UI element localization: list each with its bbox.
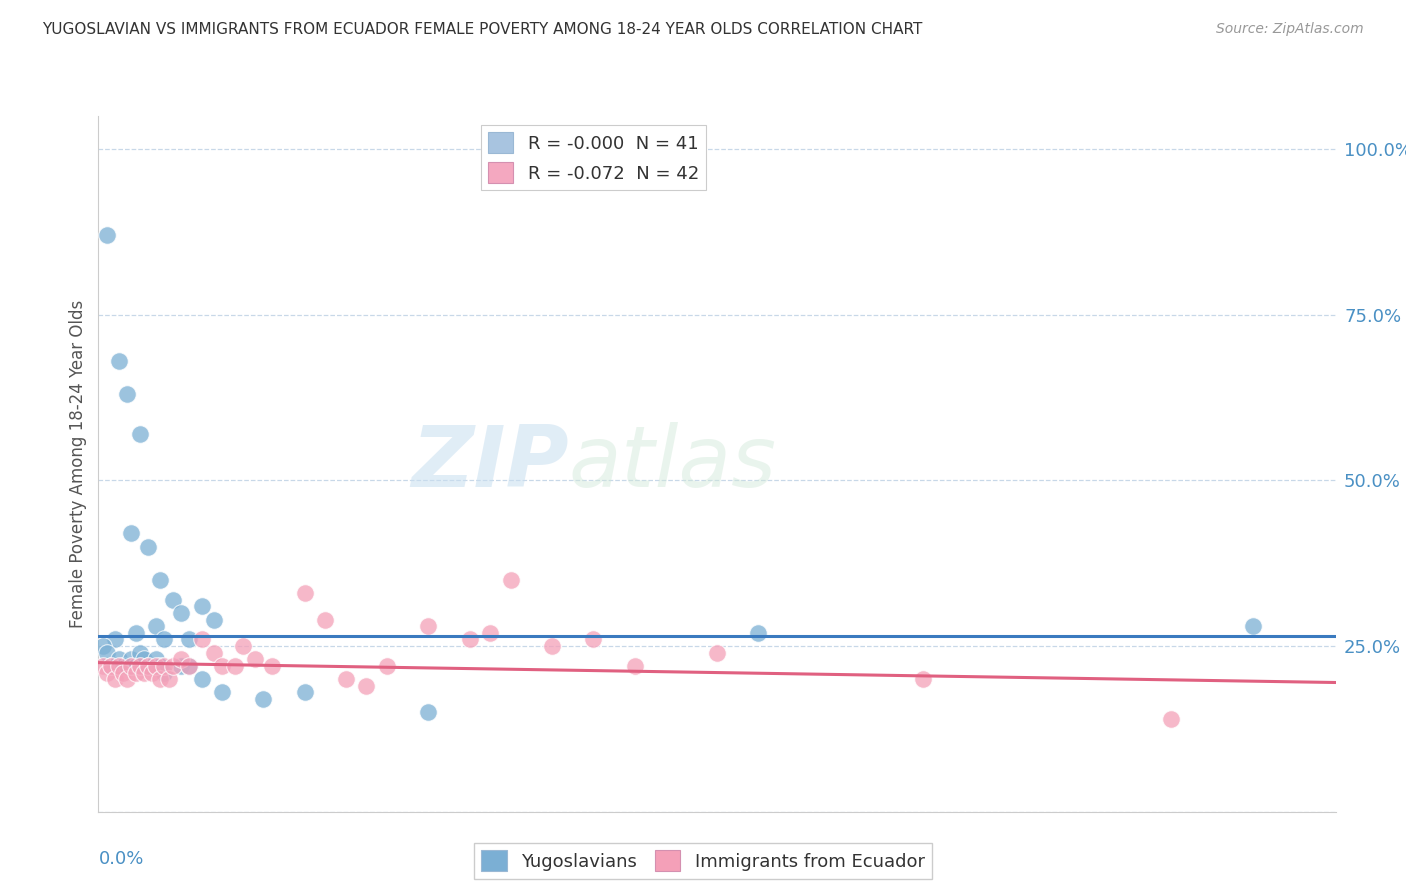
Point bbox=[202, 613, 225, 627]
Point bbox=[108, 354, 131, 368]
Point bbox=[202, 646, 225, 660]
Point bbox=[136, 540, 159, 554]
Legend: Yugoslavians, Immigrants from Ecuador: Yugoslavians, Immigrants from Ecuador bbox=[474, 843, 932, 879]
Point bbox=[458, 632, 481, 647]
Point bbox=[541, 639, 564, 653]
Point bbox=[132, 652, 155, 666]
Point bbox=[1160, 712, 1182, 726]
Point bbox=[112, 659, 135, 673]
Point bbox=[211, 685, 233, 699]
Point bbox=[179, 659, 201, 673]
Point bbox=[170, 652, 193, 666]
Point bbox=[582, 632, 605, 647]
Point bbox=[120, 659, 142, 673]
Point bbox=[141, 659, 163, 673]
Point bbox=[153, 632, 176, 647]
Point bbox=[153, 665, 176, 680]
Point bbox=[96, 228, 118, 243]
Point bbox=[145, 659, 167, 673]
Point bbox=[91, 659, 114, 673]
Point bbox=[91, 639, 114, 653]
Point bbox=[1241, 619, 1264, 633]
Point bbox=[149, 659, 172, 673]
Point bbox=[149, 573, 172, 587]
Point bbox=[117, 387, 139, 401]
Point bbox=[145, 652, 167, 666]
Point bbox=[224, 659, 246, 673]
Point bbox=[375, 659, 398, 673]
Point bbox=[418, 706, 440, 720]
Point bbox=[104, 632, 127, 647]
Point bbox=[124, 625, 146, 640]
Point bbox=[294, 685, 316, 699]
Point bbox=[623, 659, 645, 673]
Text: YUGOSLAVIAN VS IMMIGRANTS FROM ECUADOR FEMALE POVERTY AMONG 18-24 YEAR OLDS CORR: YUGOSLAVIAN VS IMMIGRANTS FROM ECUADOR F… bbox=[42, 22, 922, 37]
Point bbox=[252, 692, 274, 706]
Point bbox=[96, 646, 118, 660]
Legend: R = -0.000  N = 41, R = -0.072  N = 42: R = -0.000 N = 41, R = -0.072 N = 42 bbox=[481, 125, 706, 190]
Point bbox=[100, 659, 122, 673]
Text: Source: ZipAtlas.com: Source: ZipAtlas.com bbox=[1216, 22, 1364, 37]
Point bbox=[117, 672, 139, 686]
Point bbox=[190, 632, 212, 647]
Point bbox=[128, 646, 150, 660]
Point bbox=[162, 592, 184, 607]
Point bbox=[100, 659, 122, 673]
Point bbox=[149, 672, 172, 686]
Point bbox=[232, 639, 254, 653]
Text: ZIP: ZIP bbox=[411, 422, 568, 506]
Text: 0.0%: 0.0% bbox=[98, 850, 143, 868]
Point bbox=[335, 672, 357, 686]
Point bbox=[912, 672, 935, 686]
Point bbox=[162, 659, 184, 673]
Point bbox=[211, 659, 233, 673]
Point bbox=[128, 659, 150, 673]
Point bbox=[190, 599, 212, 614]
Point bbox=[120, 652, 142, 666]
Point bbox=[124, 665, 146, 680]
Point bbox=[356, 679, 378, 693]
Point bbox=[136, 659, 159, 673]
Point bbox=[157, 672, 180, 686]
Point bbox=[132, 665, 155, 680]
Point bbox=[120, 526, 142, 541]
Point bbox=[179, 659, 201, 673]
Text: atlas: atlas bbox=[568, 422, 776, 506]
Point bbox=[153, 659, 176, 673]
Point bbox=[706, 646, 728, 660]
Point bbox=[112, 665, 135, 680]
Point bbox=[108, 659, 131, 673]
Point bbox=[104, 672, 127, 686]
Y-axis label: Female Poverty Among 18-24 Year Olds: Female Poverty Among 18-24 Year Olds bbox=[69, 300, 87, 628]
Point bbox=[243, 652, 266, 666]
Point bbox=[294, 586, 316, 600]
Point bbox=[170, 659, 193, 673]
Point bbox=[145, 619, 167, 633]
Point bbox=[260, 659, 283, 673]
Point bbox=[141, 665, 163, 680]
Point bbox=[190, 672, 212, 686]
Point bbox=[170, 606, 193, 620]
Point bbox=[499, 573, 522, 587]
Point bbox=[314, 613, 336, 627]
Point bbox=[747, 625, 769, 640]
Point bbox=[124, 659, 146, 673]
Point bbox=[117, 659, 139, 673]
Point bbox=[136, 659, 159, 673]
Point bbox=[96, 665, 118, 680]
Point bbox=[179, 632, 201, 647]
Point bbox=[479, 625, 502, 640]
Point bbox=[104, 659, 127, 673]
Point bbox=[128, 427, 150, 442]
Point bbox=[418, 619, 440, 633]
Point bbox=[108, 652, 131, 666]
